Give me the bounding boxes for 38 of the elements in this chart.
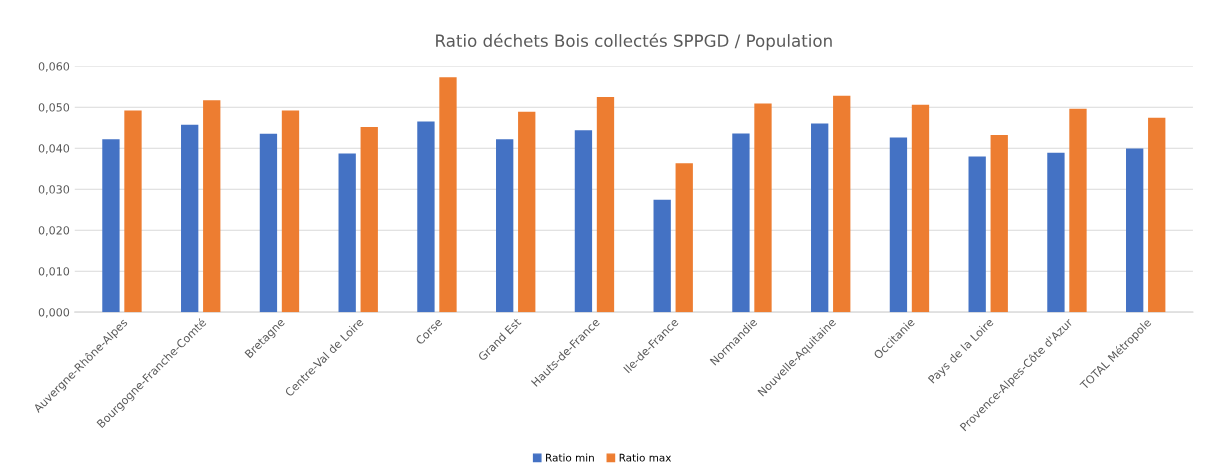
- bar: [754, 103, 772, 313]
- bar: [596, 96, 615, 313]
- y-tick-label: 0,010: [38, 267, 70, 277]
- bar: [360, 126, 378, 313]
- bar: [1126, 148, 1144, 313]
- bar: [574, 130, 593, 313]
- bar: [675, 163, 693, 313]
- bar: [281, 110, 300, 313]
- bar: [417, 121, 435, 313]
- y-tick-label: 0,020: [38, 226, 70, 236]
- bar: [889, 137, 908, 313]
- bar: [968, 156, 986, 313]
- bar: [833, 95, 851, 313]
- y-tick-label: 0,060: [38, 62, 70, 72]
- bar: [439, 77, 457, 313]
- bar: [496, 139, 514, 313]
- bar: [259, 133, 278, 313]
- legend-label: Ratio min: [546, 453, 594, 462]
- bar: [518, 111, 536, 313]
- bar: [124, 110, 142, 313]
- bar: [203, 100, 221, 313]
- bar: [811, 123, 829, 313]
- bar: [653, 199, 671, 313]
- bar: [732, 133, 750, 313]
- y-tick-label: 0,040: [38, 144, 70, 154]
- y-tick-label: 0,000: [38, 308, 70, 318]
- bar: [1148, 117, 1166, 313]
- bar: [1069, 108, 1087, 313]
- bar: [338, 153, 356, 313]
- bar: [102, 139, 120, 313]
- bar: [911, 104, 930, 313]
- y-tick-label: 0,050: [38, 103, 70, 113]
- bar: [1047, 152, 1065, 313]
- legend-label: Ratio max: [619, 453, 672, 462]
- chart-title: Ratio déchets Bois collectés SPPGD / Population: [436, 33, 832, 51]
- y-tick-label: 0,030: [38, 185, 70, 195]
- bar: [990, 135, 1008, 313]
- bar: [181, 124, 199, 313]
